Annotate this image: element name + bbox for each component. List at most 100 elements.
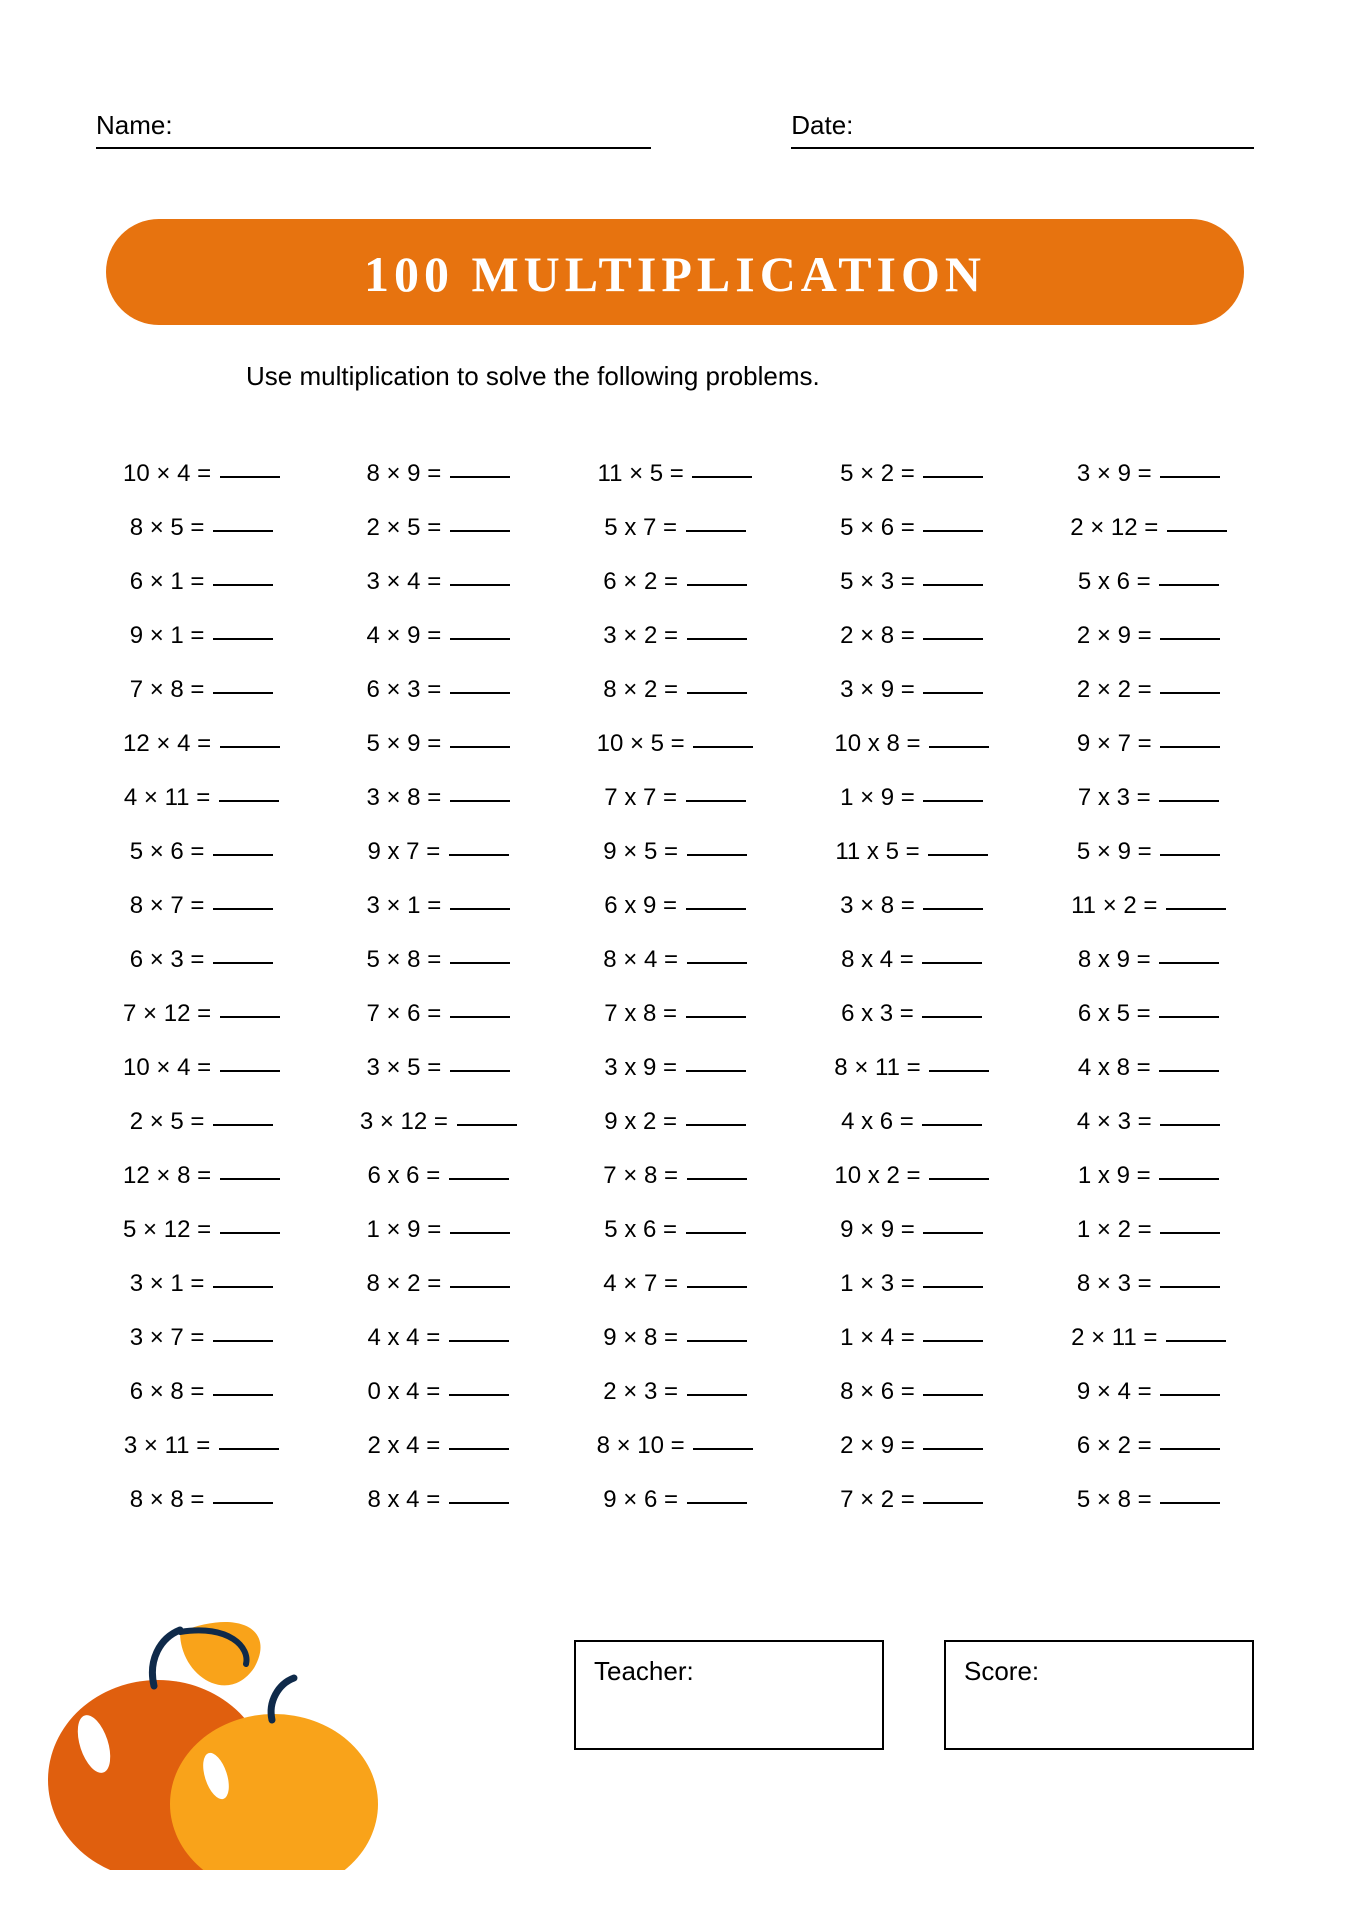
- answer-blank[interactable]: [450, 800, 510, 802]
- answer-blank[interactable]: [1159, 1016, 1219, 1018]
- answer-blank[interactable]: [1160, 1502, 1220, 1504]
- answer-blank[interactable]: [923, 1286, 983, 1288]
- answer-blank[interactable]: [450, 584, 510, 586]
- answer-blank[interactable]: [213, 584, 273, 586]
- answer-blank[interactable]: [1160, 1232, 1220, 1234]
- answer-blank[interactable]: [213, 530, 273, 532]
- answer-blank[interactable]: [686, 1070, 746, 1072]
- answer-blank[interactable]: [693, 1448, 753, 1450]
- answer-blank[interactable]: [687, 584, 747, 586]
- answer-blank[interactable]: [693, 746, 753, 748]
- answer-blank[interactable]: [220, 1016, 280, 1018]
- answer-blank[interactable]: [450, 962, 510, 964]
- answer-blank[interactable]: [1159, 800, 1219, 802]
- answer-blank[interactable]: [922, 1016, 982, 1018]
- answer-blank[interactable]: [220, 476, 280, 478]
- date-field[interactable]: Date:: [791, 110, 1254, 149]
- answer-blank[interactable]: [686, 530, 746, 532]
- answer-blank[interactable]: [929, 1070, 989, 1072]
- answer-blank[interactable]: [923, 584, 983, 586]
- answer-blank[interactable]: [923, 1340, 983, 1342]
- answer-blank[interactable]: [213, 1124, 273, 1126]
- answer-blank[interactable]: [450, 1286, 510, 1288]
- answer-blank[interactable]: [449, 1502, 509, 1504]
- answer-blank[interactable]: [449, 1448, 509, 1450]
- answer-blank[interactable]: [220, 1070, 280, 1072]
- answer-blank[interactable]: [1160, 1124, 1220, 1126]
- answer-blank[interactable]: [213, 1340, 273, 1342]
- answer-blank[interactable]: [450, 1016, 510, 1018]
- answer-blank[interactable]: [1160, 692, 1220, 694]
- answer-blank[interactable]: [450, 908, 510, 910]
- answer-blank[interactable]: [686, 800, 746, 802]
- answer-blank[interactable]: [219, 1448, 279, 1450]
- score-box[interactable]: Score:: [944, 1640, 1254, 1750]
- answer-blank[interactable]: [923, 1232, 983, 1234]
- answer-blank[interactable]: [692, 476, 752, 478]
- answer-blank[interactable]: [929, 746, 989, 748]
- answer-blank[interactable]: [1160, 638, 1220, 640]
- teacher-box[interactable]: Teacher:: [574, 1640, 884, 1750]
- answer-blank[interactable]: [923, 1502, 983, 1504]
- answer-blank[interactable]: [220, 1178, 280, 1180]
- answer-blank[interactable]: [923, 1394, 983, 1396]
- answer-blank[interactable]: [687, 1286, 747, 1288]
- answer-blank[interactable]: [686, 1016, 746, 1018]
- answer-blank[interactable]: [450, 1070, 510, 1072]
- answer-blank[interactable]: [923, 908, 983, 910]
- answer-blank[interactable]: [450, 1232, 510, 1234]
- answer-blank[interactable]: [686, 1232, 746, 1234]
- answer-blank[interactable]: [923, 638, 983, 640]
- answer-blank[interactable]: [1160, 1286, 1220, 1288]
- answer-blank[interactable]: [213, 854, 273, 856]
- answer-blank[interactable]: [1166, 1340, 1226, 1342]
- answer-blank[interactable]: [1160, 476, 1220, 478]
- answer-blank[interactable]: [213, 638, 273, 640]
- answer-blank[interactable]: [1160, 1448, 1220, 1450]
- answer-blank[interactable]: [923, 692, 983, 694]
- answer-blank[interactable]: [449, 854, 509, 856]
- answer-blank[interactable]: [923, 476, 983, 478]
- answer-blank[interactable]: [1159, 1070, 1219, 1072]
- answer-blank[interactable]: [687, 854, 747, 856]
- answer-blank[interactable]: [687, 638, 747, 640]
- answer-blank[interactable]: [449, 1178, 509, 1180]
- answer-blank[interactable]: [449, 1394, 509, 1396]
- answer-blank[interactable]: [923, 1448, 983, 1450]
- answer-blank[interactable]: [220, 746, 280, 748]
- answer-blank[interactable]: [1159, 1178, 1219, 1180]
- answer-blank[interactable]: [1166, 908, 1226, 910]
- answer-blank[interactable]: [922, 1124, 982, 1126]
- answer-blank[interactable]: [450, 638, 510, 640]
- answer-blank[interactable]: [220, 1232, 280, 1234]
- answer-blank[interactable]: [219, 800, 279, 802]
- answer-blank[interactable]: [213, 1502, 273, 1504]
- answer-blank[interactable]: [928, 854, 988, 856]
- answer-blank[interactable]: [1160, 854, 1220, 856]
- answer-blank[interactable]: [1160, 746, 1220, 748]
- answer-blank[interactable]: [686, 1124, 746, 1126]
- answer-blank[interactable]: [450, 746, 510, 748]
- answer-blank[interactable]: [929, 1178, 989, 1180]
- answer-blank[interactable]: [1160, 1394, 1220, 1396]
- answer-blank[interactable]: [687, 692, 747, 694]
- answer-blank[interactable]: [449, 1340, 509, 1342]
- answer-blank[interactable]: [213, 962, 273, 964]
- answer-blank[interactable]: [1159, 584, 1219, 586]
- answer-blank[interactable]: [450, 692, 510, 694]
- answer-blank[interactable]: [450, 476, 510, 478]
- answer-blank[interactable]: [923, 800, 983, 802]
- answer-blank[interactable]: [687, 962, 747, 964]
- answer-blank[interactable]: [213, 1394, 273, 1396]
- answer-blank[interactable]: [1167, 530, 1227, 532]
- answer-blank[interactable]: [687, 1178, 747, 1180]
- answer-blank[interactable]: [213, 908, 273, 910]
- answer-blank[interactable]: [213, 1286, 273, 1288]
- answer-blank[interactable]: [687, 1502, 747, 1504]
- answer-blank[interactable]: [457, 1124, 517, 1126]
- answer-blank[interactable]: [1159, 962, 1219, 964]
- answer-blank[interactable]: [686, 908, 746, 910]
- answer-blank[interactable]: [450, 530, 510, 532]
- answer-blank[interactable]: [687, 1394, 747, 1396]
- answer-blank[interactable]: [922, 962, 982, 964]
